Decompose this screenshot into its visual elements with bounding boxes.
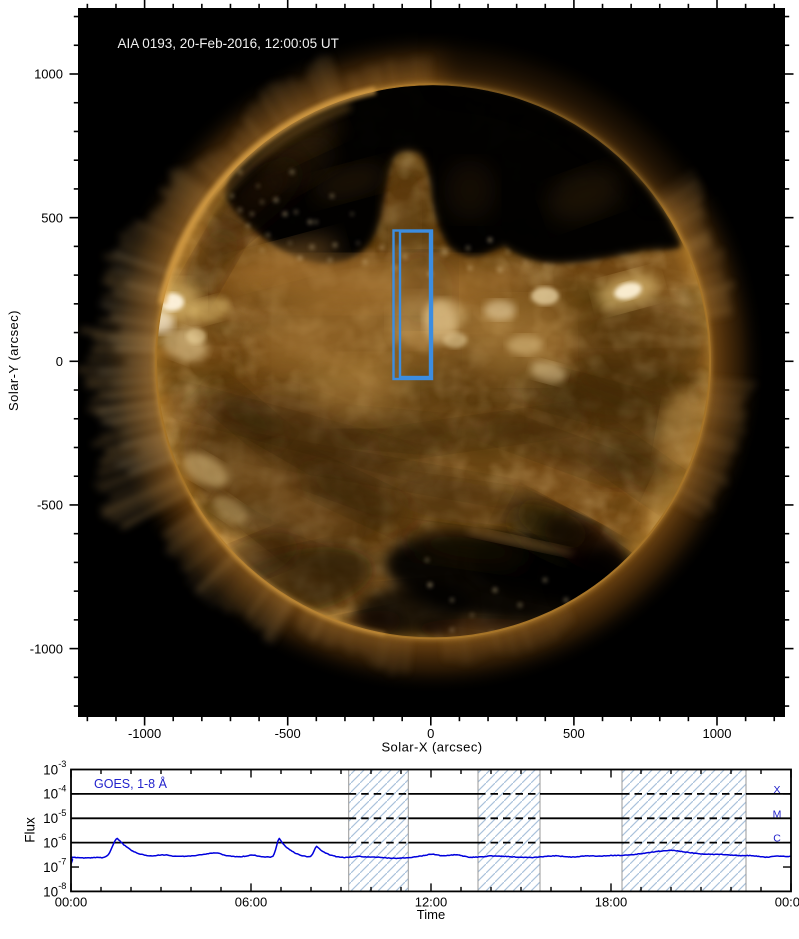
svg-text:GOES, 1-8 Å: GOES, 1-8 Å [94,776,168,791]
svg-text:-5: -5 [58,808,66,818]
svg-text:Solar-X (arcsec): Solar-X (arcsec) [381,740,482,755]
svg-text:-8: -8 [58,881,66,891]
svg-text:Time: Time [417,907,445,922]
svg-text:-3: -3 [58,759,66,769]
svg-text:10: 10 [43,762,58,777]
svg-text:C: C [773,833,781,845]
svg-text:-4: -4 [58,783,66,793]
svg-text:0: 0 [427,726,434,741]
svg-text:AIA 0193, 20-Feb-2016, 12:00:0: AIA 0193, 20-Feb-2016, 12:00:05 UT [118,36,339,51]
svg-text:-1000: -1000 [128,726,161,741]
svg-text:-500: -500 [275,726,301,741]
svg-text:10: 10 [43,787,58,802]
svg-text:12:00: 12:00 [415,895,448,910]
svg-text:-6: -6 [58,832,66,842]
svg-text:-7: -7 [58,857,66,867]
svg-text:00:00: 00:00 [55,895,88,910]
svg-text:Flux: Flux [23,817,38,843]
svg-text:-1000: -1000 [30,641,63,656]
svg-text:1000: 1000 [703,726,732,741]
svg-text:Solar-Y (arcsec): Solar-Y (arcsec) [6,310,21,411]
svg-text:X: X [773,784,780,796]
svg-text:10: 10 [43,836,58,851]
svg-text:00:00: 00:00 [775,895,799,910]
svg-text:18:00: 18:00 [595,895,628,910]
svg-text:500: 500 [41,210,63,225]
svg-text:06:00: 06:00 [235,895,268,910]
svg-text:1000: 1000 [34,67,63,82]
svg-text:10: 10 [43,860,58,875]
svg-text:10: 10 [43,811,58,826]
svg-text:10: 10 [43,884,58,899]
svg-text:500: 500 [563,726,585,741]
svg-text:-500: -500 [37,498,63,513]
svg-text:M: M [773,808,782,820]
svg-text:0: 0 [56,354,63,369]
